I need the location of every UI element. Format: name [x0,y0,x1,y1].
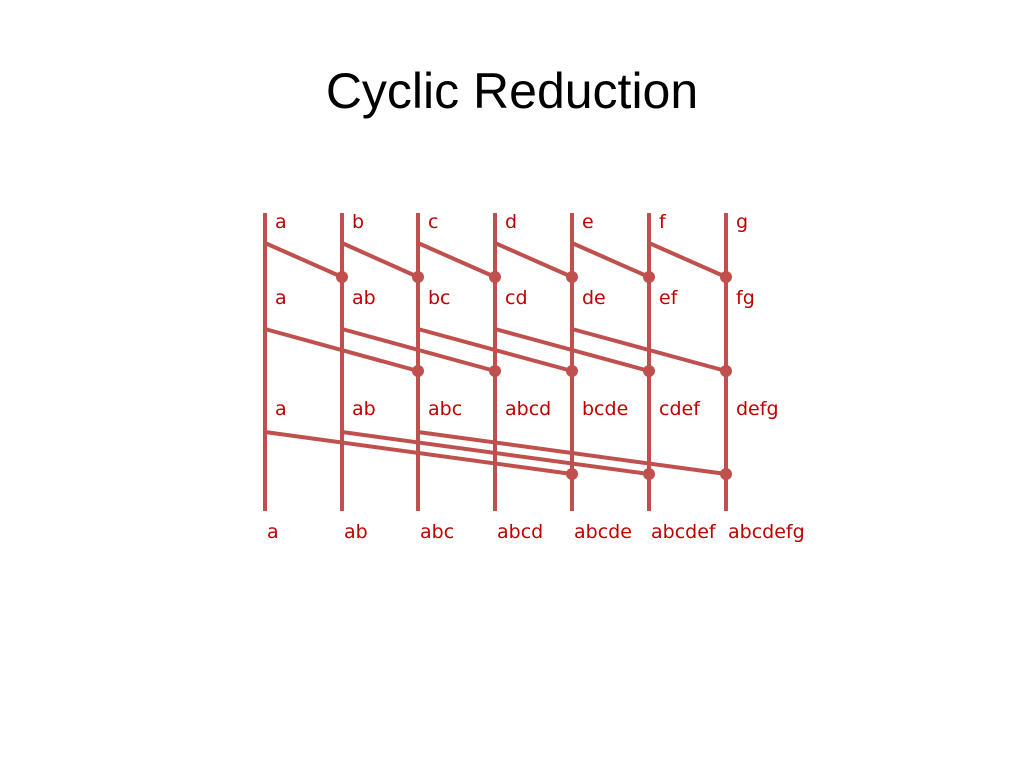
row-3-label-1: a [275,398,287,420]
stage-3-merge-dot-2 [643,468,655,480]
stage-2-diagonal-2 [341,327,496,373]
stage-3-diagonal-3 [417,430,727,476]
row-3-label-3: abc [428,398,462,420]
row-4-label-3: abc [420,521,454,543]
stage-2-diagonal-1 [264,327,419,373]
stage-2-merge-dot-4 [643,365,655,377]
stage-1-diagonal-1 [264,241,343,279]
row-1-label-6: f [659,211,667,233]
row-2-label-1: a [275,287,287,309]
stage-1-merge-dot-6 [720,271,732,283]
stage-3-merge-dot-1 [566,468,578,480]
stage-1-merge-dot-2 [412,271,424,283]
stage-2-merge-dot-1 [412,365,424,377]
stage-3-diagonal-1 [264,430,573,476]
stage-2-merge-dot-3 [566,365,578,377]
row-3-label-6: cdef [659,398,701,420]
row-3-label-7: defg [736,398,779,420]
row-4-label-6: abcdef [651,521,717,543]
stage-3-diagonal-2 [341,430,650,476]
stage-1-merge-dot-3 [489,271,501,283]
stage-1-merge-dot-1 [336,271,348,283]
row-1-label-5: e [582,211,594,233]
slide-title: Cyclic Reduction [325,63,699,119]
stage-1-diagonal-4 [494,241,573,279]
stage-2-diagonal-3 [417,327,573,373]
row-1-label-3: c [428,211,438,233]
stage-1-diagonal-5 [571,241,650,279]
stage-2-diagonal-4 [494,327,650,373]
row-2-label-6: ef [659,287,679,309]
row-1-label-7: g [736,211,748,233]
diagram-dots [336,271,732,480]
stage-1-merge-dot-5 [643,271,655,283]
stage-3-merge-dot-3 [720,468,732,480]
row-4-label-1: a [267,521,279,543]
stage-1-merge-dot-4 [566,271,578,283]
diagram-lines [263,213,728,511]
row-4-label-2: ab [344,521,368,543]
row-4-label-4: abcd [497,521,543,543]
row-2-label-2: ab [352,287,376,309]
stage-2-diagonal-5 [571,327,727,373]
row-2-label-4: cd [505,287,528,309]
row-2-label-5: de [582,287,606,309]
row-3-label-2: ab [352,398,376,420]
stage-1-diagonal-3 [417,241,496,279]
stage-2-merge-dot-2 [489,365,501,377]
row-4-label-5: abcde [574,521,632,543]
row-2-label-3: bc [428,287,451,309]
row-1-label-1: a [275,211,287,233]
row-3-label-4: abcd [505,398,551,420]
diagram-labels: a b c d e f ga ab bc cd de ef fga ab abc abcd bcde cdef de… [267,211,805,543]
stage-1-diagonal-6 [648,241,727,279]
row-1-label-2: b [352,211,364,233]
row-1-label-4: d [505,211,517,233]
stage-1-diagonal-2 [341,241,419,279]
row-3-label-5: bcde [582,398,628,420]
row-2-label-7: fg [736,287,755,309]
stage-2-merge-dot-5 [720,365,732,377]
row-4-label-7: abcdefg [728,521,805,543]
